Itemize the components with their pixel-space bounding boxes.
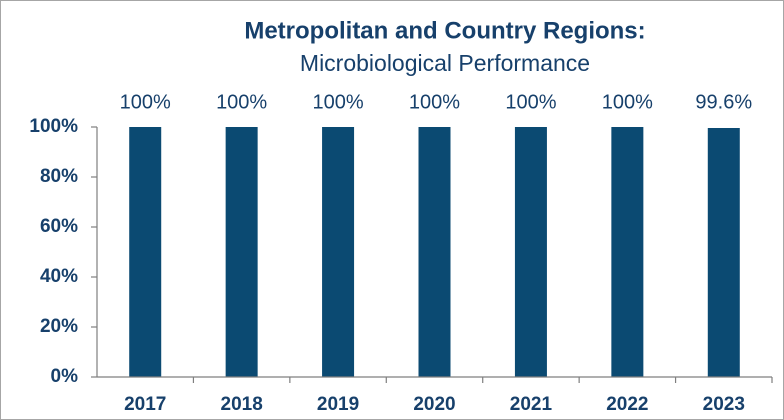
x-tick-label: 2019 xyxy=(317,394,359,415)
y-tick-label: 80% xyxy=(40,166,78,187)
value-label: 100% xyxy=(120,91,171,113)
value-label: 100% xyxy=(409,91,460,113)
y-tick-label: 60% xyxy=(40,216,78,237)
x-tick-label: 2022 xyxy=(606,394,648,415)
chart-title: Metropolitan and Country Regions: xyxy=(244,17,645,44)
value-label: 100% xyxy=(602,91,653,113)
y-tick-label: 20% xyxy=(40,316,78,337)
bar xyxy=(322,127,355,377)
x-tick-label: 2020 xyxy=(413,394,455,415)
x-tick-label: 2018 xyxy=(221,394,263,415)
x-tick-label: 2017 xyxy=(124,394,166,415)
x-tick-label: 2023 xyxy=(703,394,745,415)
bar xyxy=(707,128,740,377)
chart-subtitle: Microbiological Performance xyxy=(300,50,590,76)
bar xyxy=(225,127,258,377)
bar xyxy=(611,127,644,377)
y-tick-label: 100% xyxy=(29,116,78,137)
y-tick-label: 0% xyxy=(51,366,79,387)
value-label: 99.6% xyxy=(695,91,752,113)
y-tick-label: 40% xyxy=(40,266,78,287)
value-label: 100% xyxy=(505,91,556,113)
bar xyxy=(418,127,451,377)
bar xyxy=(514,127,547,377)
value-label: 100% xyxy=(216,91,267,113)
bar xyxy=(129,127,162,377)
value-label: 100% xyxy=(312,91,363,113)
x-tick-label: 2021 xyxy=(510,394,553,415)
